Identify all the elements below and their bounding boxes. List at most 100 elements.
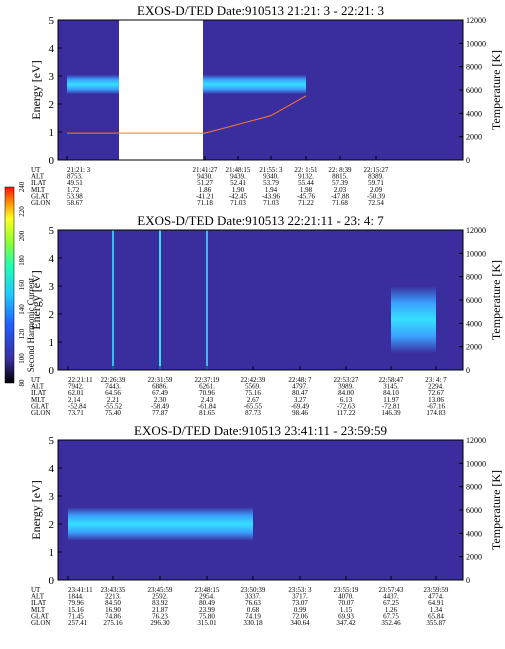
y-axis-label: Energy [eV] bbox=[29, 270, 43, 329]
colorbar-tick-label: 220 bbox=[18, 206, 26, 217]
orbit-row-label: ILAT bbox=[31, 599, 47, 607]
y2-tick-label: 10000 bbox=[466, 459, 486, 468]
orbit-row-label: GLON bbox=[31, 619, 50, 627]
orbit-table-cell: 23:41:11 bbox=[68, 586, 93, 594]
colorbar-tick-label: 160 bbox=[18, 279, 26, 290]
orbit-table-cell: 21:41:27 bbox=[193, 166, 218, 174]
orbit-table-cell: 1844. bbox=[68, 593, 84, 601]
orbit-table-cell: 67.49 bbox=[152, 389, 168, 397]
orbit-table-cell: -67.16 bbox=[427, 402, 446, 410]
orbit-table-cell: 16.90 bbox=[105, 606, 121, 614]
orbit-table-cell: 8815. bbox=[332, 173, 348, 181]
orbit-row-label: GLON bbox=[31, 409, 50, 417]
y2-tick-label: 0 bbox=[466, 576, 470, 585]
orbit-table-cell: 22:42:39 bbox=[241, 376, 266, 384]
orbit-table-cell: -45.76 bbox=[297, 192, 316, 200]
colorbar-tick-label: 140 bbox=[18, 304, 26, 315]
orbit-table-cell: 23:55:19 bbox=[334, 586, 359, 594]
orbit-table-cell: 23:50:39 bbox=[241, 586, 266, 594]
orbit-table-cell: 72.54 bbox=[368, 199, 384, 207]
orbit-table-cell: 22:15:27 bbox=[364, 166, 389, 174]
colorbar-tick-label: 100 bbox=[18, 353, 26, 364]
orbit-table-cell: 59.71 bbox=[368, 179, 384, 187]
orbit-table-cell: 71.03 bbox=[263, 199, 279, 207]
orbit-table-cell: 2.03 bbox=[334, 186, 347, 194]
y2-tick-label: 8000 bbox=[466, 483, 482, 492]
chart-title: EXOS-D/TED Date:910513 22:21:11 - 23: 4:… bbox=[137, 213, 384, 228]
orbit-table-cell: 3145. bbox=[383, 383, 399, 391]
y2-tick-label: 2000 bbox=[466, 343, 482, 352]
orbit-table-cell: -42.45 bbox=[229, 192, 248, 200]
colorbar-tick-label: 180 bbox=[18, 255, 26, 266]
y2-tick-label: 10000 bbox=[466, 39, 486, 48]
y-tick-label: 5 bbox=[49, 225, 55, 237]
y2-tick-label: 4000 bbox=[466, 319, 482, 328]
orbit-table-cell: 70.96 bbox=[199, 389, 215, 397]
y2-tick-label: 6000 bbox=[466, 296, 482, 305]
orbit-table-cell: 8753. bbox=[67, 173, 83, 181]
orbit-table-cell: 296.30 bbox=[150, 619, 170, 627]
orbit-table-cell: 22:58:47 bbox=[379, 376, 404, 384]
orbit-table-cell: 2592. bbox=[152, 593, 168, 601]
orbit-table-cell: 9340. bbox=[263, 173, 279, 181]
chart-panel-3: EXOS-D/TED Date:910513 23:41:11 - 23:59:… bbox=[29, 423, 503, 627]
orbit-table-cell: 67.75 bbox=[383, 612, 399, 620]
orbit-table-cell: 6261. bbox=[199, 383, 215, 391]
y2-tick-label: 8000 bbox=[466, 273, 482, 282]
y2-tick-label: 8000 bbox=[466, 63, 482, 72]
orbit-row-label: GLAT bbox=[31, 612, 50, 620]
y2-tick-label: 6000 bbox=[466, 506, 482, 515]
orbit-table-cell: 1.90 bbox=[232, 186, 245, 194]
y-tick-label: 4 bbox=[49, 253, 55, 265]
orbit-table-cell: -61.84 bbox=[198, 402, 217, 410]
orbit-table-cell: 8389. bbox=[368, 173, 384, 181]
orbit-table-cell: 64.91 bbox=[428, 599, 444, 607]
y2-axis-label: Temperature [K] bbox=[489, 470, 503, 550]
orbit-table-cell: 22:21:11 bbox=[68, 376, 93, 384]
orbit-table-cell: 72.06 bbox=[292, 612, 308, 620]
orbit-row-label: GLAT bbox=[31, 192, 50, 200]
y-tick-label: 0 bbox=[49, 575, 55, 587]
orbit-table-cell: 21:21: 3 bbox=[67, 166, 91, 174]
orbit-table-cell: 22:26:39 bbox=[101, 376, 126, 384]
y2-tick-label: 4000 bbox=[466, 109, 482, 118]
orbit-table-cell: 2294. bbox=[428, 383, 444, 391]
orbit-table-cell: -47.88 bbox=[331, 192, 350, 200]
colorbar-tick-label: 240 bbox=[18, 181, 26, 192]
y-tick-label: 1 bbox=[49, 547, 55, 559]
orbit-table-cell: 23.99 bbox=[199, 606, 215, 614]
orbit-table-cell: 1.98 bbox=[300, 186, 313, 194]
orbit-table-cell: 4774. bbox=[428, 593, 444, 601]
y-axis-label: Energy [eV] bbox=[29, 480, 43, 539]
orbit-table-cell: 74.19 bbox=[245, 612, 261, 620]
y2-axis-label: Temperature [K] bbox=[489, 50, 503, 130]
orbit-table-cell: 13.06 bbox=[428, 396, 444, 404]
orbit-table-cell: 3.27 bbox=[294, 396, 307, 404]
orbit-table-cell: -52.84 bbox=[68, 402, 87, 410]
orbit-row-label: GLAT bbox=[31, 402, 50, 410]
orbit-table-cell: 315.01 bbox=[197, 619, 217, 627]
orbit-table-cell: 2.67 bbox=[247, 396, 260, 404]
orbit-table-cell: 3717. bbox=[292, 593, 308, 601]
orbit-table-cell: 11.97 bbox=[383, 396, 399, 404]
orbit-table-cell: 15.16 bbox=[68, 606, 84, 614]
orbit-row-label: UT bbox=[31, 586, 41, 594]
orbit-table-cell: 23:57:43 bbox=[379, 586, 404, 594]
orbit-table-cell: 9132. bbox=[298, 173, 314, 181]
orbit-table-cell: -50.39 bbox=[367, 192, 386, 200]
orbit-table-cell: 2.21 bbox=[107, 396, 120, 404]
orbit-row-label: UT bbox=[31, 376, 41, 384]
colorbar: 80 100 120 140 160 180 200 220 240 Second Harmoni… bbox=[4, 181, 36, 387]
orbit-table-cell: 69.93 bbox=[338, 612, 354, 620]
orbit-table-cell: 76.23 bbox=[152, 612, 168, 620]
orbit-table-cell: -55.52 bbox=[104, 402, 123, 410]
y2-tick-label: 0 bbox=[466, 366, 470, 375]
orbit-table-cell: 64.56 bbox=[105, 389, 121, 397]
orbit-table-cell: 174.83 bbox=[426, 409, 446, 417]
colorbar-tick-label: 80 bbox=[18, 379, 26, 387]
orbit-table-cell: 57.39 bbox=[332, 179, 348, 187]
chart-title: EXOS-D/TED Date:910513 23:41:11 - 23:59:… bbox=[134, 423, 387, 438]
y-tick-label: 4 bbox=[49, 463, 55, 475]
orbit-table-cell: 0.99 bbox=[294, 606, 307, 614]
